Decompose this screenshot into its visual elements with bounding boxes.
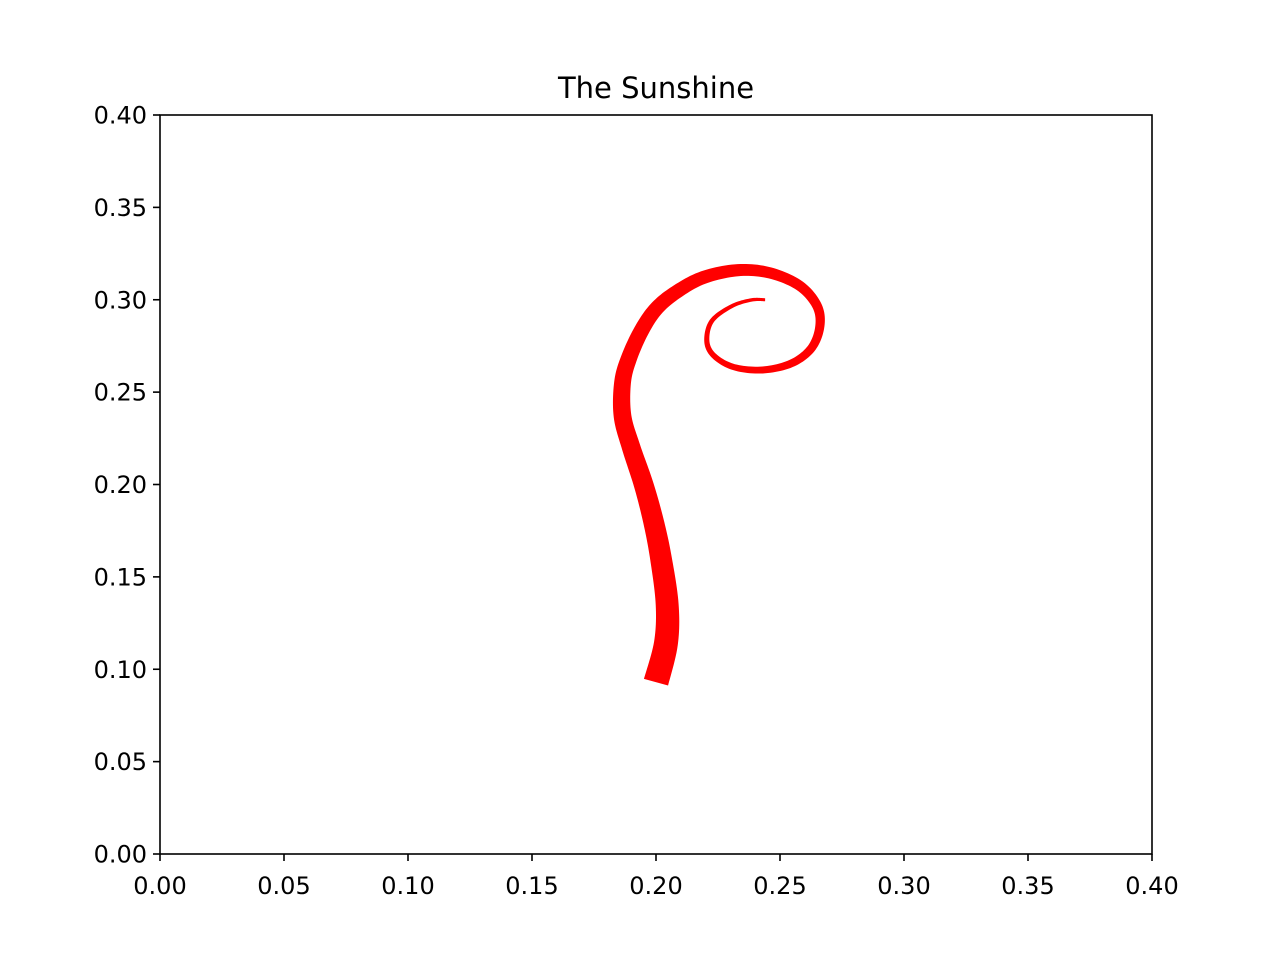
y-tick-label: 0.35 [94, 194, 147, 222]
y-axis: 0.00 0.05 0.10 0.15 0.20 0.25 0.30 0.35 0.40 [94, 102, 160, 869]
plot-area [612, 263, 825, 686]
y-tick-label: 0.40 [94, 102, 147, 130]
y-tick-label: 0.25 [94, 379, 147, 407]
axes-frame [159, 114, 1153, 855]
x-tick-label: 0.15 [505, 872, 558, 900]
y-tick-label: 0.15 [94, 563, 147, 591]
x-tick-label: 0.05 [257, 872, 310, 900]
x-axis: 0.00 0.05 0.10 0.15 0.20 0.25 0.30 0.35 0.40 [133, 854, 1179, 900]
y-tick-label: 0.10 [94, 656, 147, 684]
chart-title: The Sunshine [557, 71, 754, 105]
x-tick-label: 0.30 [877, 872, 930, 900]
x-tick-label: 0.35 [1001, 872, 1054, 900]
y-tick-label: 0.05 [94, 748, 147, 776]
x-tick-label: 0.25 [753, 872, 806, 900]
x-tick-label: 0.40 [1125, 872, 1178, 900]
x-tick-label: 0.10 [381, 872, 434, 900]
y-tick-label: 0.20 [94, 471, 147, 499]
x-tick-label: 0.20 [629, 872, 682, 900]
x-tick-label: 0.00 [133, 872, 186, 900]
series-line [612, 263, 825, 686]
y-tick-label: 0.00 [94, 841, 147, 869]
y-tick-label: 0.30 [94, 286, 147, 314]
